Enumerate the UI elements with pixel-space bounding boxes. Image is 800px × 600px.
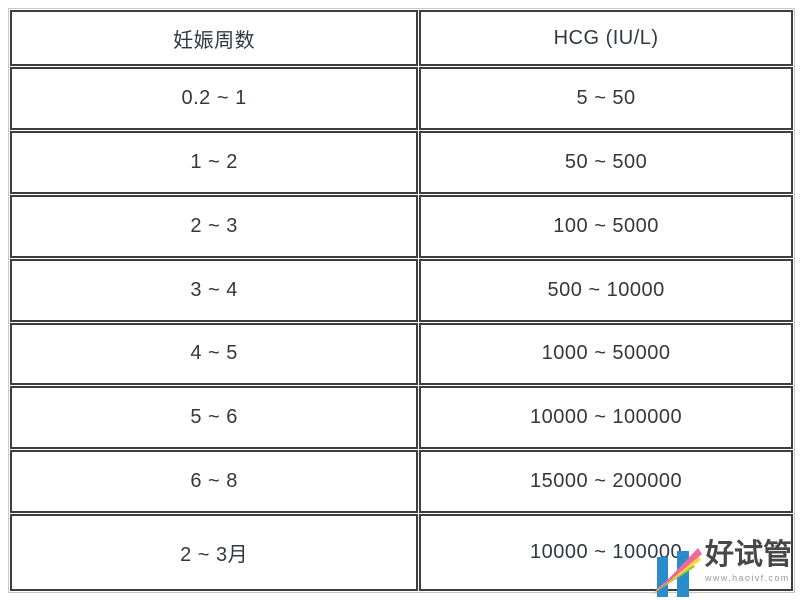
weeks-cell: 5 ~ 6 [10,386,419,450]
table-row: 0.2 ~ 1 5 ~ 50 [10,67,793,130]
weeks-cell: 2 ~ 3月 [10,514,419,591]
weeks-cell: 3 ~ 4 [10,258,419,322]
header-hcg-level: HCG (IU/L) [419,10,793,66]
hcg-cell: 10000 ~ 100000 [419,514,793,591]
hcg-cell: 5 ~ 50 [419,67,793,130]
weeks-cell: 0.2 ~ 1 [10,67,419,130]
hcg-cell: 500 ~ 10000 [419,258,793,322]
hcg-cell: 1000 ~ 50000 [419,322,793,386]
weeks-cell: 1 ~ 2 [10,130,419,194]
weeks-cell: 2 ~ 3 [10,194,419,258]
table-row: 5 ~ 6 10000 ~ 100000 [10,386,793,450]
weeks-cell: 6 ~ 8 [10,450,419,514]
hcg-cell: 10000 ~ 100000 [419,386,793,450]
table-row: 3 ~ 4 500 ~ 10000 [10,258,793,322]
hcg-by-week-table: 妊娠周数 HCG (IU/L) 0.2 ~ 1 5 ~ 50 1 ~ 2 50 … [8,8,795,593]
hcg-cell: 50 ~ 500 [419,130,793,194]
table-row: 1 ~ 2 50 ~ 500 [10,130,793,194]
table-row: 2 ~ 3月 10000 ~ 100000 [10,514,793,591]
hcg-cell: 100 ~ 5000 [419,194,793,258]
hcg-cell: 15000 ~ 200000 [419,450,793,514]
table-row: 6 ~ 8 15000 ~ 200000 [10,450,793,514]
table-row: 2 ~ 3 100 ~ 5000 [10,194,793,258]
weeks-cell: 4 ~ 5 [10,322,419,386]
table-row: 4 ~ 5 1000 ~ 50000 [10,322,793,386]
header-row: 妊娠周数 HCG (IU/L) [10,10,793,66]
header-pregnancy-weeks: 妊娠周数 [10,10,419,66]
